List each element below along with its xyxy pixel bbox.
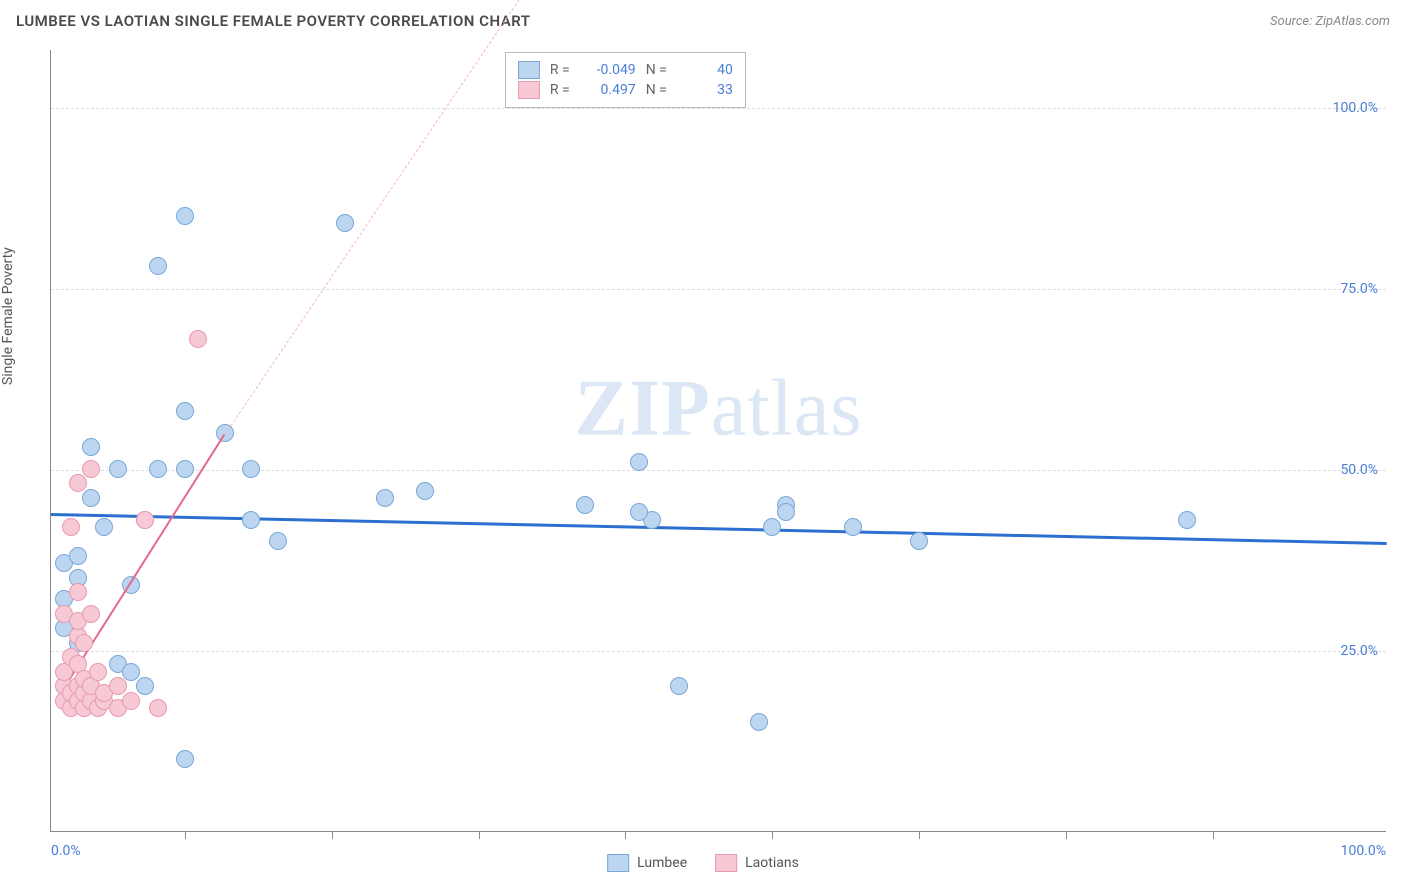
y-tick-label: 25.0% (1340, 643, 1378, 659)
data-point (149, 460, 167, 478)
x-tick-mark (332, 831, 333, 839)
legend-swatch (607, 854, 629, 872)
data-point (189, 330, 207, 348)
gridline (51, 108, 1386, 109)
data-point (763, 518, 781, 536)
data-point (176, 402, 194, 420)
y-axis-label: Single Female Poverty (0, 247, 16, 385)
x-tick-label: 100.0% (1341, 843, 1386, 859)
x-tick-mark (625, 831, 626, 839)
gridline (51, 289, 1386, 290)
legend-swatch (518, 61, 540, 79)
x-tick-mark (479, 831, 480, 839)
data-point (149, 257, 167, 275)
data-point (777, 503, 795, 521)
watermark: ZIPatlas (575, 364, 863, 455)
data-point (109, 677, 127, 695)
data-point (416, 482, 434, 500)
data-point (630, 453, 648, 471)
data-point (269, 532, 287, 550)
data-point (95, 518, 113, 536)
data-point (910, 532, 928, 550)
data-point (176, 460, 194, 478)
data-point (69, 474, 87, 492)
r-value: 0.497 (580, 82, 636, 98)
data-point (750, 713, 768, 731)
source-label: Source: ZipAtlas.com (1270, 14, 1390, 29)
data-point (242, 511, 260, 529)
data-point (576, 496, 594, 514)
data-point (122, 663, 140, 681)
correlation-legend: R = -0.049 N = 40 R = 0.497 N = 33 (505, 52, 746, 108)
x-tick-label: 0.0% (51, 843, 81, 859)
legend-row: R = 0.497 N = 33 (518, 81, 733, 99)
data-point (69, 547, 87, 565)
data-point (242, 460, 260, 478)
series-legend: Lumbee Laotians (607, 854, 799, 872)
x-tick-mark (919, 831, 920, 839)
y-tick-label: 50.0% (1340, 462, 1378, 478)
x-tick-mark (1066, 831, 1067, 839)
data-point (336, 214, 354, 232)
data-point (136, 677, 154, 695)
data-point (122, 692, 140, 710)
data-point (82, 438, 100, 456)
r-label: R = (550, 62, 570, 78)
x-tick-mark (185, 831, 186, 839)
data-point (109, 460, 127, 478)
gridline (51, 651, 1386, 652)
data-point (176, 750, 194, 768)
y-tick-label: 100.0% (1333, 100, 1378, 116)
legend-item: Lumbee (607, 854, 687, 872)
data-point (376, 489, 394, 507)
data-point (62, 518, 80, 536)
x-tick-mark (1213, 831, 1214, 839)
n-label: N = (646, 82, 667, 98)
data-point (176, 207, 194, 225)
scatter-chart: ZIPatlas R = -0.049 N = 40 R = 0.497 N = 33 25.… (50, 50, 1386, 832)
data-point (1178, 511, 1196, 529)
data-point (630, 503, 648, 521)
data-point (82, 460, 100, 478)
data-point (82, 489, 100, 507)
legend-swatch (715, 854, 737, 872)
data-point (82, 605, 100, 623)
data-point (149, 699, 167, 717)
data-point (136, 511, 154, 529)
data-point (69, 583, 87, 601)
legend-row: R = -0.049 N = 40 (518, 61, 733, 79)
n-value: 40 (677, 62, 733, 78)
x-tick-mark (772, 831, 773, 839)
legend-swatch (518, 81, 540, 99)
data-point (670, 677, 688, 695)
chart-title: LUMBEE VS LAOTIAN SINGLE FEMALE POVERTY … (16, 12, 531, 30)
data-point (89, 663, 107, 681)
n-label: N = (646, 62, 667, 78)
trend-line (224, 0, 519, 435)
legend-label: Laotians (745, 855, 799, 871)
y-tick-label: 75.0% (1340, 281, 1378, 297)
legend-label: Lumbee (637, 855, 687, 871)
n-value: 33 (677, 82, 733, 98)
data-point (75, 634, 93, 652)
legend-item: Laotians (715, 854, 799, 872)
data-point (844, 518, 862, 536)
r-value: -0.049 (580, 62, 636, 78)
r-label: R = (550, 82, 570, 98)
